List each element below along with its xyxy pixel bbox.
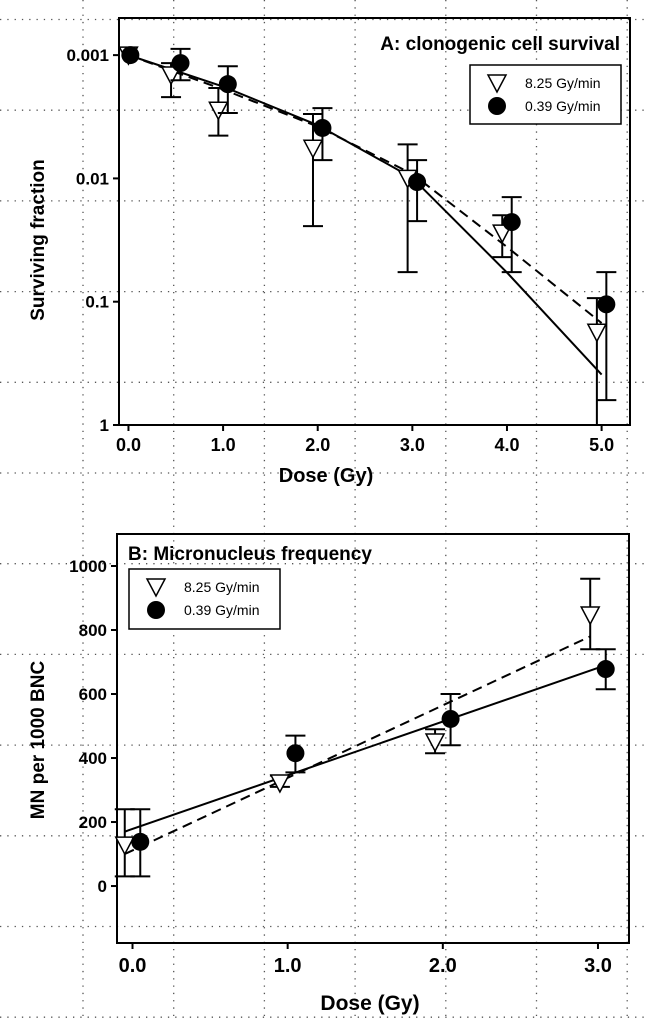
- panel-a-x-label: Dose (Gy): [279, 465, 373, 487]
- data-point-triangle: [579, 606, 601, 626]
- data-point-circle: [313, 118, 332, 137]
- x-tick-label: 2.0: [305, 435, 330, 455]
- data-point-circle: [131, 832, 150, 851]
- data-point-triangle: [269, 774, 291, 794]
- data-point-circle: [286, 744, 305, 763]
- x-tick-label: 5.0: [589, 435, 614, 455]
- x-tick-label: 3.0: [400, 435, 425, 455]
- y-tick-label: 0.001: [66, 46, 109, 65]
- y-tick-label: 1: [100, 416, 109, 435]
- x-tick-label: 3.0: [584, 955, 612, 977]
- panel-a-survival-chart: A: clonogenic cell survival Dose (Gy) Su…: [28, 17, 631, 487]
- x-tick-label: 2.0: [429, 955, 457, 977]
- panel-b-x-label: Dose (Gy): [320, 992, 419, 1015]
- data-point-triangle: [208, 101, 229, 121]
- x-tick-label: 4.0: [494, 435, 519, 455]
- y-tick-label: 200: [79, 813, 107, 832]
- legend-box: [469, 64, 622, 125]
- data-point-circle: [218, 75, 237, 94]
- panel-a-y-label: Surviving fraction: [28, 159, 49, 321]
- data-point-circle: [596, 660, 615, 679]
- y-tick-label: 0: [98, 877, 107, 896]
- y-tick-label: 400: [79, 749, 107, 768]
- y-tick-label: 0.01: [76, 169, 109, 188]
- x-tick-label: 1.0: [211, 435, 236, 455]
- legend-label: 8.25 Gy/min: [525, 75, 600, 91]
- panel-b-y-label: MN per 1000 BNC: [28, 661, 49, 820]
- legend-marker-circle: [147, 601, 165, 619]
- y-tick-label: 0.1: [85, 293, 109, 312]
- legend-label: 0.39 Gy/min: [525, 98, 600, 114]
- legend-marker-circle: [488, 97, 506, 115]
- data-point-circle: [597, 295, 616, 314]
- panel-a-title: A: clonogenic cell survival: [380, 34, 620, 55]
- legend-marker-triangle: [145, 578, 167, 598]
- legend-box: [128, 568, 281, 630]
- plot-frame: [116, 533, 630, 944]
- panel-b-title: B: Micronucleus frequency: [128, 544, 372, 565]
- legend-marker-triangle: [486, 74, 508, 94]
- fit-line-8-25-Gy-min: [128, 54, 603, 324]
- y-tick-label: 1000: [69, 557, 107, 576]
- x-tick-label: 1.0: [274, 955, 302, 977]
- fit-line-8-25-Gy-min: [124, 635, 591, 855]
- y-tick-label: 800: [79, 621, 107, 640]
- x-tick-label: 0.0: [119, 955, 147, 977]
- data-point-circle: [441, 709, 460, 728]
- plot-frame: [118, 17, 631, 426]
- panel-b-micronucleus-chart: B: Micronucleus frequency Dose (Gy) MN p…: [28, 533, 630, 1015]
- data-point-circle: [171, 54, 190, 73]
- fit-line-0-39-Gy-min: [124, 664, 607, 833]
- data-point-triangle: [424, 733, 446, 753]
- data-point-circle: [408, 173, 427, 192]
- data-point-circle: [121, 46, 140, 65]
- data-point-triangle: [160, 66, 182, 86]
- data-point-triangle: [114, 836, 136, 856]
- data-point-triangle: [586, 323, 608, 343]
- x-tick-label: 0.0: [116, 435, 141, 455]
- y-tick-label: 600: [79, 685, 107, 704]
- legend-label: 0.39 Gy/min: [184, 602, 259, 618]
- data-point-triangle: [302, 139, 324, 159]
- fit-line-0-39-Gy-min: [128, 54, 603, 376]
- legend-label: 8.25 Gy/min: [184, 579, 259, 595]
- data-point-circle: [502, 213, 521, 232]
